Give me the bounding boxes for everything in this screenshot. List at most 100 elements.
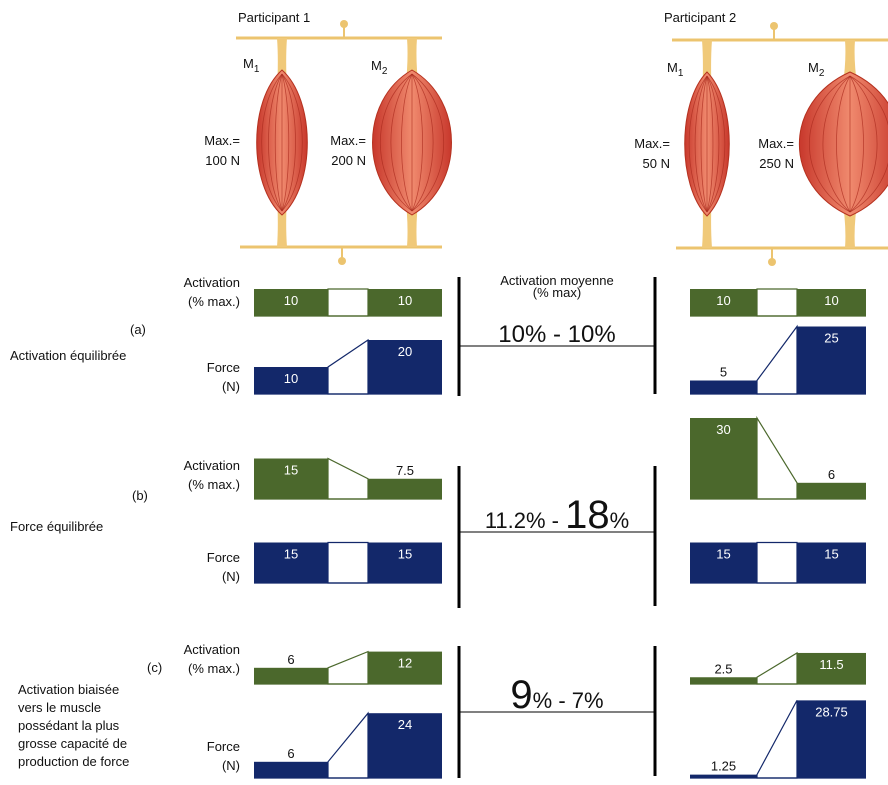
- bar: [797, 289, 866, 316]
- bar-value: 6: [287, 652, 294, 667]
- bar: [690, 418, 757, 499]
- max-value: 200 N: [331, 153, 366, 168]
- max-label: Max.=: [758, 136, 794, 151]
- muscle-fiber: [836, 75, 851, 213]
- bar: [368, 289, 442, 316]
- axis-label: (N): [222, 758, 240, 773]
- muscle-fiber: [809, 75, 851, 213]
- bar: [797, 652, 866, 684]
- mean-part: % - 7%: [533, 688, 604, 713]
- row-description: production de force: [18, 754, 129, 769]
- bar-connector: [756, 288, 798, 317]
- bar-connector: [756, 700, 798, 779]
- bar: [368, 542, 442, 583]
- axis-label: (% max.): [188, 477, 240, 492]
- bar: [690, 774, 757, 778]
- pin-head: [770, 22, 778, 30]
- muscle-fiber: [411, 73, 423, 212]
- bar-value: 28.75: [815, 704, 848, 719]
- participant-title: Participant 2: [664, 10, 736, 25]
- axis-label: (% max.): [188, 294, 240, 309]
- middle-header: (% max): [533, 285, 581, 300]
- bar-value: 10: [716, 293, 730, 308]
- axis-label: (N): [222, 569, 240, 584]
- row-description: possédant la plus: [18, 718, 120, 733]
- bar-value: 10: [398, 293, 412, 308]
- muscle-name: M1: [667, 60, 684, 79]
- muscle-index: 2: [382, 66, 388, 77]
- row-description: vers le muscle: [18, 700, 101, 715]
- bar: [797, 326, 866, 394]
- mean-activation: 10% - 10%: [498, 321, 615, 348]
- muscle-fiber: [268, 73, 283, 212]
- bar: [254, 289, 328, 316]
- bar-value: 10: [284, 293, 298, 308]
- bar-value: 15: [284, 463, 298, 478]
- muscle: [372, 38, 452, 247]
- axis-label: (% max.): [188, 661, 240, 676]
- bar-value: 15: [398, 547, 412, 562]
- bar-value: 6: [828, 467, 835, 482]
- row-description: Activation équilibrée: [10, 348, 126, 363]
- bar: [797, 482, 866, 499]
- bar-value: 7.5: [396, 463, 414, 478]
- max-label: Max.=: [634, 136, 670, 151]
- muscle-fiber: [849, 75, 878, 213]
- bar: [690, 289, 757, 316]
- row-label: (a): [130, 322, 146, 337]
- bar-value: 10: [284, 371, 298, 386]
- bar: [254, 761, 328, 778]
- row-label: (b): [132, 488, 148, 503]
- muscle-letter: M: [667, 60, 678, 75]
- bar: [254, 667, 328, 684]
- muscle-name: M2: [808, 60, 825, 79]
- bar-value: 25: [824, 331, 838, 346]
- muscle-letter: M: [808, 60, 819, 75]
- muscle-fiber: [274, 73, 283, 212]
- muscle-fiber: [706, 75, 720, 213]
- bar: [690, 677, 757, 684]
- bar: [797, 700, 866, 778]
- muscle-index: 1: [254, 64, 260, 75]
- bar-connector: [756, 415, 798, 500]
- muscle: [256, 38, 308, 247]
- row-description: Activation biaisée: [18, 682, 119, 697]
- muscle-fiber: [849, 75, 864, 213]
- axis-label: Force: [207, 739, 240, 754]
- row-description: Force équilibrée: [10, 519, 103, 534]
- muscle-fiber: [688, 75, 708, 213]
- muscle: [798, 40, 888, 248]
- axis-label: Activation: [184, 275, 240, 290]
- muscle-index: 1: [678, 68, 684, 79]
- bar: [254, 367, 328, 394]
- muscle-fiber: [281, 73, 290, 212]
- muscle-fiber: [411, 73, 445, 212]
- pin-head: [768, 258, 776, 266]
- bar-value: 24: [398, 717, 412, 732]
- axis-label: Force: [207, 550, 240, 565]
- bar-connector: [756, 651, 798, 685]
- muscle-fiber: [390, 73, 413, 212]
- mean-part: 18: [565, 493, 610, 537]
- muscle-fiber: [401, 73, 413, 212]
- bar-connector: [327, 338, 369, 395]
- axis-label: (N): [222, 379, 240, 394]
- mean-part: 11.2% -: [485, 508, 565, 533]
- bar: [368, 713, 442, 778]
- bar-value: 2.5: [714, 661, 732, 676]
- bar-value: 15: [824, 547, 838, 562]
- bar-connector: [756, 324, 798, 395]
- bar-connector: [327, 711, 369, 779]
- bar: [368, 651, 442, 684]
- participant-title: Participant 1: [238, 10, 310, 25]
- muscle: [684, 40, 730, 248]
- bar-value: 11.5: [819, 657, 843, 672]
- muscle-fiber: [706, 75, 726, 213]
- bar: [368, 478, 442, 499]
- bar-value: 10: [824, 293, 838, 308]
- muscle-letter: M: [243, 56, 254, 71]
- bar-value: 15: [284, 547, 298, 562]
- muscle-name: M1: [243, 56, 260, 75]
- muscle-index: 2: [819, 68, 825, 79]
- muscle-fiber: [700, 75, 708, 213]
